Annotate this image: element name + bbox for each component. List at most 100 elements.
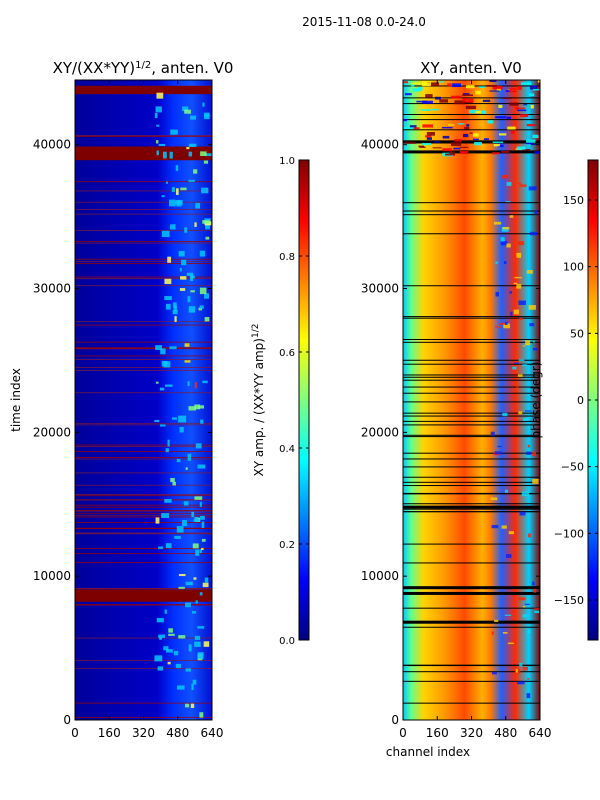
amplitude-signal-patch	[164, 498, 172, 503]
phase-gap-line	[403, 511, 540, 513]
phase-noise-patch	[453, 147, 461, 150]
phase-streak-patch	[503, 323, 510, 329]
phase-noise-patch	[428, 82, 440, 86]
phase-streak-patch	[491, 524, 499, 529]
amplitude-y-axis-label: time index	[9, 368, 23, 432]
phase-streak-patch	[510, 311, 513, 316]
amplitude-flag-line	[75, 341, 212, 343]
phase-noise-patch	[475, 90, 481, 95]
phase-gap-line	[403, 363, 540, 365]
phase-streak-patch	[494, 451, 502, 455]
phase-streak-patch	[534, 610, 540, 614]
y-tick-label: 30000	[33, 282, 71, 296]
amplitude-signal-patch	[159, 637, 162, 640]
colorbar-tick-label: −50	[561, 461, 584, 474]
amplitude-signal-patch	[188, 143, 197, 147]
colorbar-tick-label: 0.2	[279, 540, 295, 551]
amplitude-signal-patch	[188, 306, 196, 313]
phase-noise-patch	[442, 135, 450, 139]
amplitude-flag-line	[75, 213, 212, 215]
amplitude-flag-line	[75, 458, 212, 460]
amplitude-flag-line	[75, 562, 212, 564]
amplitude-signal-patch	[155, 106, 162, 113]
amplitude-flag-line	[75, 347, 212, 349]
amplitude-signal-patch	[205, 236, 210, 240]
amplitude-flag-line	[75, 604, 212, 606]
amplitude-saturated-band	[75, 593, 212, 602]
amplitude-flag-line	[75, 181, 212, 183]
phase-y-axis: 0 10000 20000 30000 40000	[361, 138, 540, 727]
phase-streak-patch	[493, 221, 502, 225]
phase-noise-patch	[486, 84, 497, 87]
phase-noise-patch	[412, 88, 421, 92]
amplitude-signal-patch	[178, 415, 187, 423]
phase-streak-patch	[506, 554, 512, 558]
amplitude-signal-patch	[203, 114, 210, 117]
amplitude-signal-patch	[193, 169, 198, 174]
amplitude-signal-patch	[168, 628, 173, 633]
colorbar-tick-label: 150	[563, 194, 584, 207]
amplitude-flag-line	[75, 190, 212, 192]
phase-gap-line	[403, 374, 540, 376]
phase-noise-patch	[466, 85, 475, 89]
phase-noise-patch	[489, 80, 497, 82]
colorbar-tick-label: 0.6	[279, 348, 295, 359]
amplitude-saturated-band	[75, 589, 212, 598]
phase-noise-patch	[520, 114, 529, 118]
phase-gap-line	[403, 508, 540, 510]
amplitude-flag-line	[75, 510, 212, 512]
x-tick-label: 160	[98, 726, 121, 740]
phase-gap-line	[403, 114, 540, 116]
amplitude-signal-patch	[187, 296, 191, 303]
amplitude-signal-patch	[161, 230, 170, 238]
amplitude-signal-patch	[188, 406, 196, 411]
phase-gap-line	[403, 485, 540, 487]
x-tick-label: 320	[460, 726, 483, 740]
amplitude-signal-patch	[199, 250, 206, 257]
phase-noise-patch	[420, 109, 431, 111]
amplitude-signal-patch	[187, 381, 190, 387]
phase-noise-patch	[422, 124, 434, 128]
amplitude-signal-patch	[175, 188, 179, 195]
phase-streak-patch	[532, 347, 538, 351]
amplitude-signal-patch	[163, 151, 167, 159]
amplitude-signal-patch	[154, 655, 163, 662]
amplitude-signal-patch	[202, 102, 205, 107]
amplitude-signal-patch	[188, 151, 193, 157]
phase-gap-line	[403, 702, 540, 704]
phase-noise-patch	[467, 98, 474, 103]
amplitude-signal-patch	[159, 424, 166, 427]
phase-streak-patch	[501, 525, 507, 529]
amplitude-signal-patch	[198, 307, 203, 311]
phase-gap-line	[403, 452, 540, 454]
phase-streak-patch	[513, 362, 519, 364]
amplitude-signal-patch	[188, 644, 192, 652]
amplitude-saturated-band	[75, 152, 212, 161]
phase-streak-patch	[495, 261, 498, 264]
phase-streak-patch	[506, 182, 512, 186]
phase-streak-patch	[519, 511, 526, 516]
phase-streak-patch	[516, 284, 522, 289]
phase-streak-patch	[495, 326, 502, 328]
amplitude-signal-patch	[183, 501, 189, 506]
amplitude-signal-patch	[175, 165, 179, 171]
colorbar-tick-label: 0	[577, 394, 584, 407]
amplitude-signal-patch	[197, 464, 206, 469]
phase-noise-patch	[526, 124, 536, 127]
amplitude-signal-patch	[184, 703, 190, 708]
phase-noise-patch	[526, 139, 536, 143]
phase-streak-patch	[513, 309, 520, 315]
phase-gap-line	[403, 285, 540, 287]
phase-noise-patch	[493, 143, 500, 147]
phase-streak-patch	[519, 318, 523, 320]
amplitude-panel: XY/(XX*YY)1/2, anten. V0 time index 0 160…	[9, 59, 233, 740]
amplitude-signal-patch	[155, 381, 159, 384]
amplitude-signal-patch	[195, 600, 198, 604]
phase-gap-line	[403, 97, 540, 99]
phase-noise-patch	[492, 152, 500, 155]
amplitude-signal-patch	[197, 405, 205, 409]
phase-gap-line	[403, 607, 540, 609]
y-tick-label: 0	[391, 713, 399, 727]
phase-streak-patch	[519, 662, 523, 667]
y-tick-label: 20000	[361, 425, 399, 439]
